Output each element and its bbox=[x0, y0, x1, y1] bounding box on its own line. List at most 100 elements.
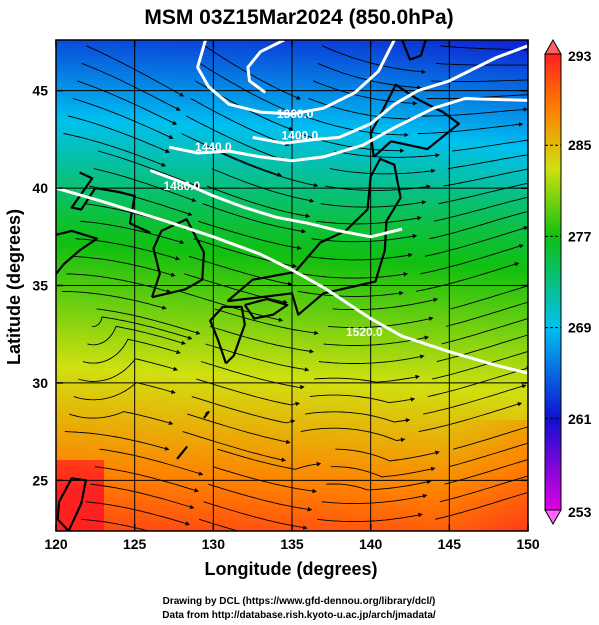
field-cell bbox=[140, 252, 145, 257]
field-cell bbox=[88, 280, 93, 285]
field-cell bbox=[148, 428, 153, 433]
field-cell bbox=[216, 140, 221, 145]
field-cell bbox=[88, 224, 93, 229]
field-cell bbox=[180, 68, 185, 73]
field-cell bbox=[164, 436, 169, 441]
field-cell bbox=[216, 284, 221, 289]
field-cell bbox=[176, 420, 181, 425]
field-cell bbox=[88, 328, 93, 333]
field-cell bbox=[176, 412, 181, 417]
field-cell bbox=[112, 68, 117, 73]
field-cell bbox=[80, 348, 85, 353]
field-cell bbox=[92, 456, 97, 461]
field-cell bbox=[192, 72, 197, 77]
field-cell bbox=[80, 400, 85, 405]
field-cell bbox=[80, 176, 85, 181]
field-cell bbox=[164, 40, 169, 45]
field-cell bbox=[136, 420, 141, 425]
field-cell bbox=[140, 388, 145, 393]
field-cell bbox=[212, 516, 217, 521]
field-cell bbox=[112, 492, 117, 497]
field-cell bbox=[196, 220, 201, 225]
field-cell bbox=[88, 496, 93, 501]
field-cell bbox=[152, 292, 157, 297]
field-cell bbox=[148, 92, 153, 97]
field-cell bbox=[208, 424, 213, 429]
field-cell bbox=[172, 280, 177, 285]
field-cell bbox=[216, 328, 221, 333]
field-cell bbox=[192, 176, 197, 181]
field-cell bbox=[56, 96, 61, 101]
field-cell bbox=[104, 296, 109, 301]
field-cell bbox=[196, 176, 201, 181]
field-cell bbox=[156, 292, 161, 297]
field-cell bbox=[120, 476, 125, 481]
field-cell bbox=[100, 384, 105, 389]
field-cell bbox=[212, 72, 217, 77]
field-cell bbox=[124, 304, 129, 309]
field-cell bbox=[116, 248, 121, 253]
field-cell bbox=[100, 460, 105, 465]
field-cell bbox=[76, 356, 81, 361]
field-cell bbox=[80, 340, 85, 345]
field-cell bbox=[204, 468, 209, 473]
field-cell bbox=[64, 116, 69, 121]
field-cell bbox=[152, 328, 157, 333]
field-cell bbox=[124, 272, 129, 277]
field-cell bbox=[116, 476, 121, 481]
field-cell bbox=[212, 144, 217, 149]
field-cell bbox=[100, 344, 105, 349]
field-cell bbox=[216, 220, 221, 225]
field-cell bbox=[88, 104, 93, 109]
field-cell bbox=[72, 180, 77, 185]
field-cell bbox=[148, 304, 153, 309]
field-cell bbox=[112, 144, 117, 149]
field-cell bbox=[148, 516, 153, 521]
field-cell bbox=[72, 52, 77, 57]
field-cell bbox=[168, 212, 173, 217]
field-cell bbox=[192, 56, 197, 61]
field-cell bbox=[136, 236, 141, 241]
field-cell bbox=[208, 184, 213, 189]
field-cell bbox=[108, 324, 113, 329]
field-cell bbox=[60, 452, 65, 457]
field-cell bbox=[136, 496, 141, 501]
field-cell bbox=[172, 296, 177, 301]
field-cell bbox=[80, 360, 85, 365]
field-cell bbox=[116, 160, 121, 165]
field-cell bbox=[204, 520, 209, 525]
field-cell bbox=[116, 464, 121, 469]
field-cell bbox=[56, 352, 61, 357]
field-cell bbox=[196, 164, 201, 169]
field-cell bbox=[204, 184, 209, 189]
field-cell bbox=[80, 44, 85, 49]
field-cell bbox=[168, 504, 173, 509]
field-cell bbox=[60, 408, 65, 413]
field-cell bbox=[176, 268, 181, 273]
field-cell bbox=[64, 412, 69, 417]
field-cell bbox=[76, 220, 81, 225]
field-cell bbox=[80, 356, 85, 361]
field-cell bbox=[104, 76, 109, 81]
field-cell bbox=[128, 248, 133, 253]
field-cell bbox=[112, 516, 117, 521]
field-cell bbox=[176, 112, 181, 117]
field-cell bbox=[120, 136, 125, 141]
field-cell bbox=[208, 120, 213, 125]
field-cell bbox=[212, 64, 217, 69]
field-cell bbox=[72, 64, 77, 69]
field-cell bbox=[148, 128, 153, 133]
field-cell bbox=[212, 140, 217, 145]
field-cell bbox=[96, 288, 101, 293]
field-cell bbox=[148, 208, 153, 213]
field-cell bbox=[120, 264, 125, 269]
field-cell bbox=[104, 92, 109, 97]
field-cell bbox=[92, 404, 97, 409]
field-cell bbox=[76, 412, 81, 417]
field-cell bbox=[116, 488, 121, 493]
field-cell bbox=[208, 344, 213, 349]
field-cell bbox=[204, 176, 209, 181]
field-cell bbox=[84, 68, 89, 73]
field-cell bbox=[68, 300, 73, 305]
field-cell bbox=[192, 252, 197, 257]
